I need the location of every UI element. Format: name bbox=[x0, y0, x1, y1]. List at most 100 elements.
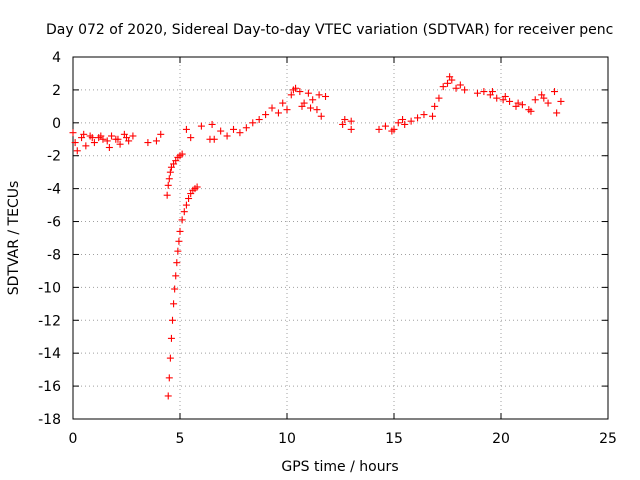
data-point bbox=[71, 139, 79, 147]
data-point bbox=[193, 183, 201, 191]
data-point bbox=[347, 125, 355, 133]
data-point bbox=[420, 111, 428, 119]
data-point bbox=[105, 144, 113, 151]
data-point bbox=[268, 104, 276, 112]
data-point bbox=[167, 334, 175, 342]
data-point bbox=[381, 122, 389, 130]
data-point bbox=[180, 208, 188, 216]
data-point bbox=[173, 259, 181, 267]
data-point bbox=[429, 112, 437, 120]
data-point bbox=[553, 109, 561, 117]
data-point bbox=[178, 216, 186, 224]
data-point bbox=[390, 125, 398, 133]
y-tick-label: -2 bbox=[47, 149, 61, 165]
data-point bbox=[171, 285, 179, 293]
data-point bbox=[182, 201, 190, 209]
data-point bbox=[242, 124, 250, 132]
data-point bbox=[527, 107, 535, 115]
data-point bbox=[473, 89, 481, 97]
data-point bbox=[223, 132, 231, 140]
data-point bbox=[172, 272, 180, 280]
x-tick-label: 25 bbox=[599, 431, 617, 447]
data-point bbox=[435, 94, 443, 102]
data-point bbox=[255, 116, 263, 124]
data-point bbox=[73, 147, 81, 155]
data-point bbox=[236, 129, 244, 137]
y-tick-label: 2 bbox=[52, 83, 61, 99]
data-point bbox=[230, 125, 237, 133]
data-point bbox=[322, 92, 330, 100]
data-point bbox=[82, 142, 90, 150]
x-axis-label: GPS time / hours bbox=[281, 459, 398, 475]
data-point bbox=[399, 116, 407, 124]
data-point bbox=[347, 117, 355, 125]
data-point bbox=[249, 119, 257, 127]
data-point bbox=[551, 88, 558, 96]
chart-title: Day 072 of 2020, Sidereal Day-to-day VTE… bbox=[46, 22, 613, 38]
data-point bbox=[176, 227, 184, 235]
data-point bbox=[210, 135, 218, 143]
data-point bbox=[283, 106, 291, 114]
data-points bbox=[69, 73, 565, 400]
data-point bbox=[304, 89, 312, 97]
data-point bbox=[298, 102, 306, 110]
y-tick-label: -16 bbox=[38, 379, 61, 395]
data-point bbox=[309, 96, 317, 104]
x-tick-label: 10 bbox=[278, 431, 296, 447]
data-point bbox=[187, 134, 195, 142]
data-point bbox=[414, 114, 422, 122]
y-tick-label: -18 bbox=[38, 412, 61, 428]
data-point bbox=[514, 99, 522, 107]
data-point bbox=[341, 116, 349, 124]
data-point bbox=[165, 374, 173, 382]
data-point bbox=[174, 247, 182, 255]
data-point bbox=[531, 96, 539, 104]
data-point bbox=[116, 140, 124, 148]
data-point bbox=[480, 88, 488, 96]
y-tick-label: -14 bbox=[38, 346, 61, 362]
data-point bbox=[157, 130, 165, 138]
data-point bbox=[90, 139, 98, 147]
y-tick-label: -12 bbox=[38, 313, 61, 329]
data-point bbox=[262, 111, 270, 119]
data-point bbox=[88, 134, 96, 142]
y-tick-label: -6 bbox=[47, 215, 61, 231]
data-point bbox=[287, 91, 295, 99]
data-point bbox=[501, 92, 509, 100]
plot-frame bbox=[72, 56, 609, 420]
y-tick-label: 4 bbox=[52, 50, 61, 66]
data-point bbox=[178, 150, 186, 158]
data-point bbox=[296, 88, 304, 96]
y-tick-label: -8 bbox=[47, 247, 61, 263]
data-point bbox=[401, 120, 409, 128]
data-point bbox=[493, 94, 501, 102]
data-point bbox=[394, 119, 402, 127]
data-point bbox=[165, 175, 173, 183]
data-point bbox=[163, 191, 171, 199]
data-point bbox=[197, 122, 205, 130]
data-point bbox=[315, 91, 323, 99]
x-tick-label: 5 bbox=[176, 431, 185, 447]
data-point bbox=[123, 134, 130, 142]
data-point bbox=[69, 129, 77, 137]
x-tick-label: 0 bbox=[69, 431, 78, 447]
data-point bbox=[317, 112, 325, 120]
data-point bbox=[169, 316, 177, 324]
data-point bbox=[114, 135, 122, 143]
data-point bbox=[164, 181, 172, 189]
data-point bbox=[452, 84, 460, 92]
data-point bbox=[166, 354, 174, 362]
data-point bbox=[129, 132, 137, 140]
y-tick-label: -4 bbox=[47, 182, 61, 198]
data-point bbox=[208, 120, 216, 128]
data-point bbox=[407, 117, 415, 125]
data-point bbox=[164, 392, 172, 400]
data-point bbox=[103, 137, 111, 145]
data-point bbox=[97, 132, 105, 140]
data-point bbox=[152, 137, 160, 145]
data-point bbox=[217, 127, 225, 135]
data-point bbox=[339, 120, 347, 128]
data-point bbox=[108, 132, 116, 140]
data-point bbox=[544, 99, 552, 107]
